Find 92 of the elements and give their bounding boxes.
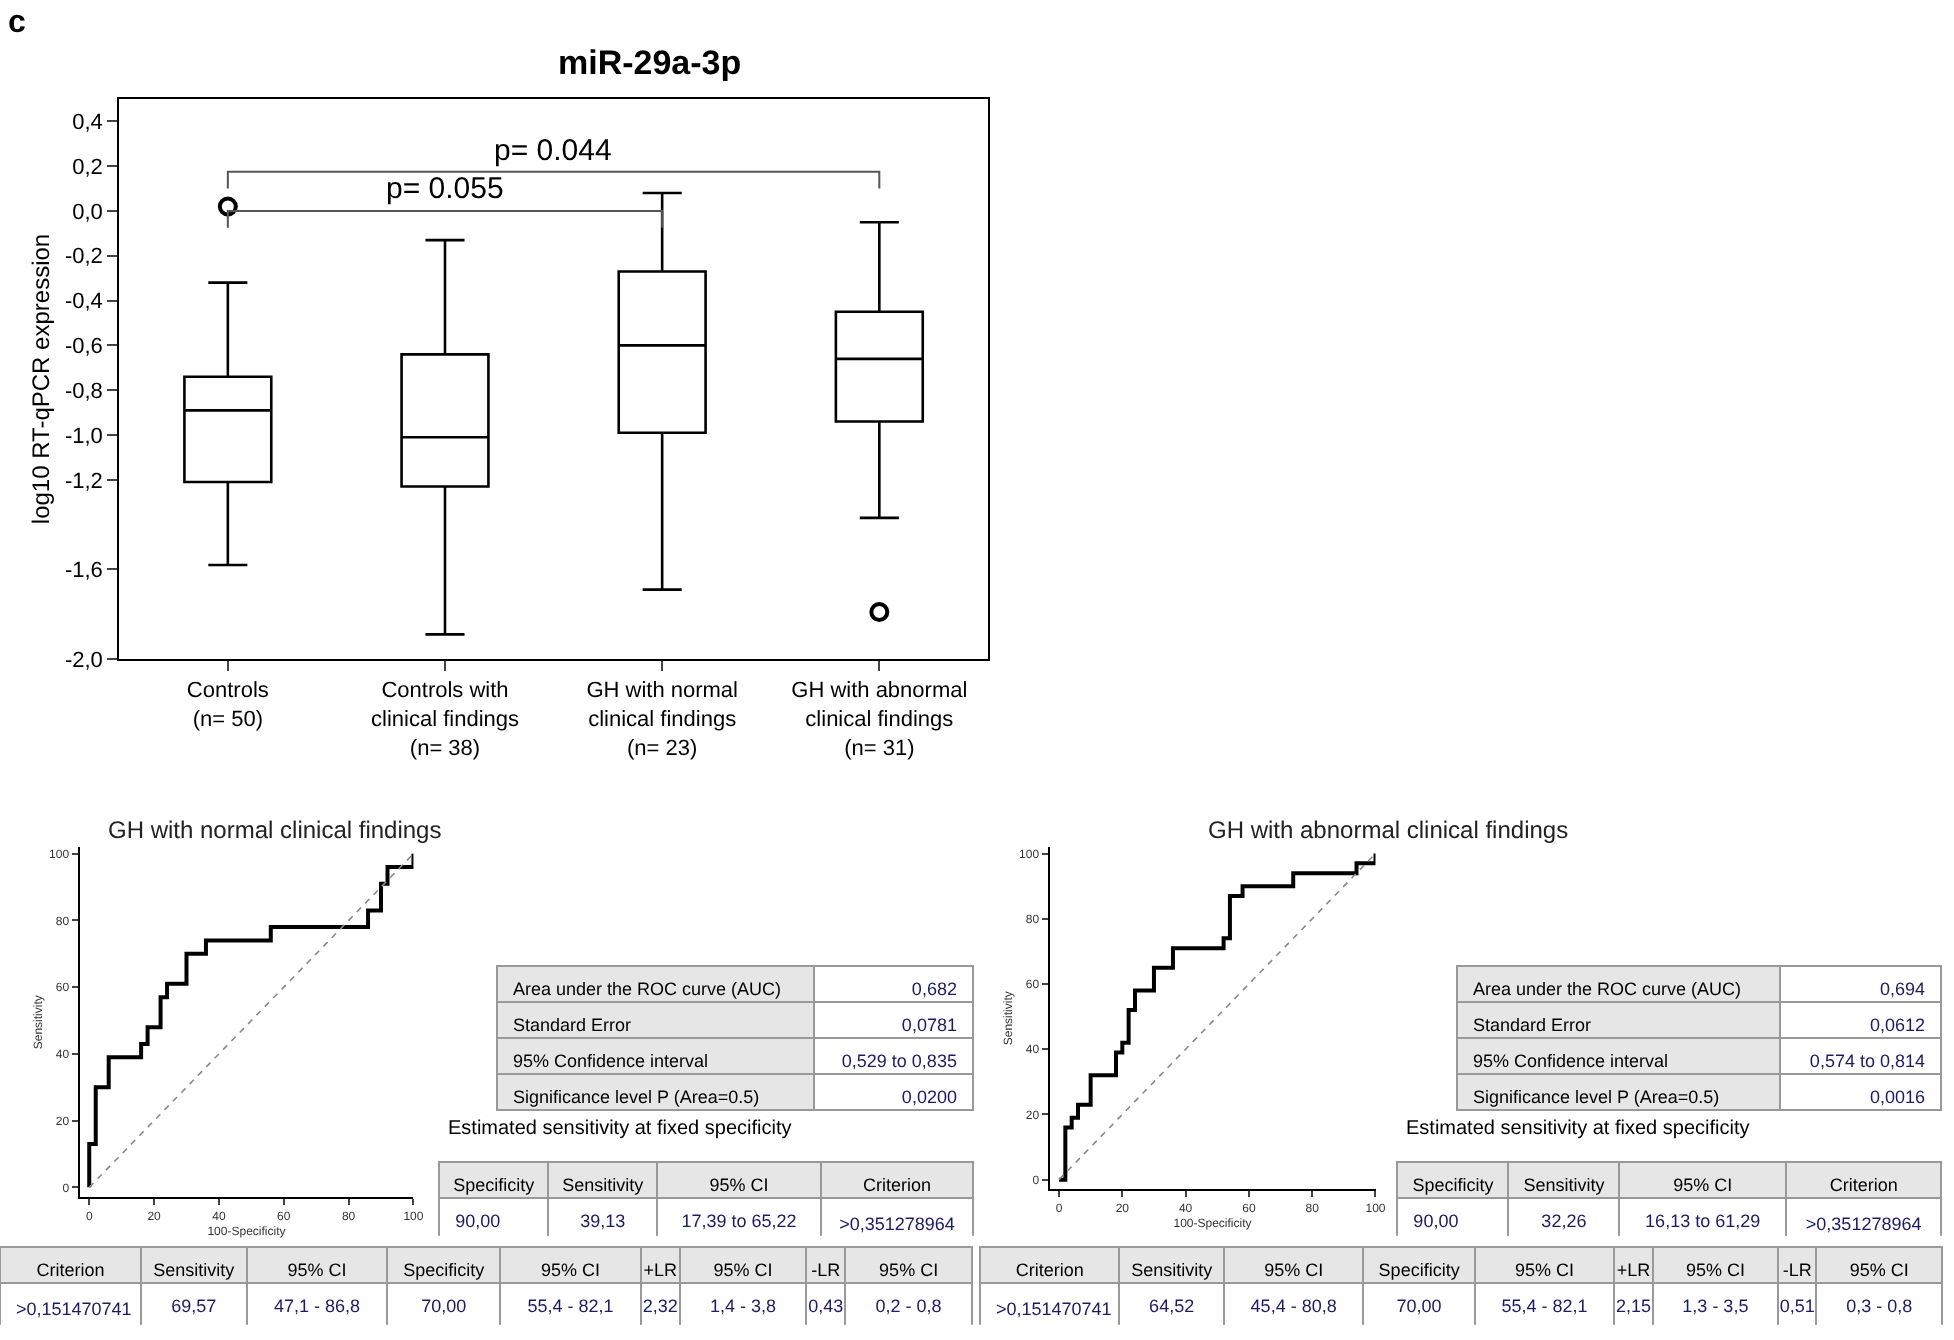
text: 64,52 — [1149, 1296, 1195, 1317]
text: -LR — [1782, 1260, 1812, 1281]
y-tick-label: -1,2 — [64, 469, 103, 494]
text: Specificity — [453, 1175, 535, 1196]
text: 70,00 — [421, 1296, 467, 1317]
text: 95% CI — [287, 1260, 347, 1281]
y-tick-label: -0,6 — [64, 335, 103, 360]
text: 0,51 — [1779, 1296, 1815, 1317]
text: Sensitivity — [562, 1175, 644, 1196]
text: 95% CI — [1515, 1260, 1575, 1281]
text: 0,0016 — [1869, 1087, 1925, 1108]
text: 95% Confidence interval — [512, 1051, 709, 1072]
text: 32,26 — [1541, 1211, 1587, 1232]
text: +LR — [1616, 1260, 1651, 1281]
text: Specificity — [1378, 1260, 1460, 1281]
text: 95% CI — [1264, 1260, 1324, 1281]
text: Sensitivity — [1131, 1260, 1213, 1281]
text: 55,4 - 82,1 — [527, 1296, 614, 1317]
y-tick-label: -0,8 — [64, 379, 103, 404]
text: 17,39 to 65,22 — [681, 1211, 797, 1232]
text: Sensitivity — [1523, 1175, 1605, 1196]
text: 16,13 to 61,29 — [1645, 1211, 1761, 1232]
text: 39,13 — [580, 1211, 626, 1232]
y-tick-label: 0,0 — [72, 200, 103, 225]
text: Estimated sensitivity at fixed specificity — [448, 1118, 792, 1140]
text: >0,151470741 — [995, 1298, 1112, 1319]
text: Criterion — [862, 1175, 932, 1196]
text: Standard Error — [1473, 1015, 1592, 1036]
text: c — [8, 6, 26, 40]
text: 95% CI — [879, 1260, 939, 1281]
text: 90,00 — [455, 1211, 501, 1232]
text: Specificity — [1412, 1175, 1494, 1196]
text: Significance level P (Area=0.5) — [512, 1087, 760, 1108]
text: >0,351278964 — [1805, 1213, 1922, 1234]
text: Criterion — [36, 1260, 105, 1281]
y-tick-label: -2,0 — [64, 648, 103, 673]
x-tick-label: Controls with clinical findings (n= 38) — [371, 679, 520, 761]
text: Sensitivity — [153, 1260, 235, 1281]
annotation: p= 0.044 — [494, 134, 612, 168]
text: 55,4 - 82,1 — [1501, 1296, 1588, 1317]
x-tick-label: GH with normal clinical findings (n= 23) — [586, 679, 738, 761]
text: 95% CI — [1685, 1260, 1745, 1281]
text: Area under the ROC curve (AUC) — [1473, 979, 1742, 1000]
text: 95% CI — [713, 1260, 773, 1281]
text: 0,43 — [808, 1296, 844, 1317]
y-axis-title: log10 RT-qPCR expression — [27, 233, 56, 525]
text: Specificity — [403, 1260, 485, 1281]
text: 95% CI — [709, 1175, 769, 1196]
text: Standard Error — [512, 1015, 631, 1036]
y-tick-label: -0,2 — [64, 245, 103, 270]
text: 47,1 - 86,8 — [273, 1296, 360, 1317]
text: 0,0200 — [901, 1087, 957, 1108]
text: 95% CI — [1673, 1175, 1733, 1196]
y-tick-label: 0,2 — [72, 155, 103, 180]
text: Significance level P (Area=0.5) — [1473, 1087, 1720, 1108]
text: +LR — [643, 1260, 678, 1281]
text: >0,151470741 — [16, 1298, 132, 1319]
text: 0,0781 — [901, 1015, 957, 1036]
text: 2,32 — [642, 1296, 678, 1317]
text: 0,694 — [1879, 979, 1925, 1000]
text: Criterion — [1829, 1175, 1898, 1196]
chart-title: GH with normal clinical findings — [108, 816, 442, 844]
x-tick-label: Controls (n= 50) — [186, 679, 270, 733]
text: Area under the ROC curve (AUC) — [512, 979, 782, 1000]
text: 70,00 — [1396, 1296, 1442, 1317]
text: 95% CI — [541, 1260, 601, 1281]
text: 0,682 — [911, 979, 957, 1000]
y-tick-label: -1,6 — [64, 559, 103, 584]
text: Estimated sensitivity at fixed specificity — [1406, 1118, 1750, 1140]
text: -LR — [811, 1260, 841, 1281]
y-tick-label: -1,0 — [64, 424, 103, 449]
text: 0,529 to 0,835 — [841, 1051, 957, 1072]
chart-title: miR-29a-3p — [558, 44, 742, 82]
text: 69,57 — [171, 1296, 217, 1317]
text: 0,2 - 0,8 — [875, 1296, 942, 1317]
text: 95% CI — [1849, 1260, 1909, 1281]
text: 45,4 - 80,8 — [1250, 1296, 1337, 1317]
chart-title: GH with abnormal clinical findings — [1208, 816, 1569, 844]
annotation: p= 0.055 — [386, 172, 504, 206]
text: 0,574 to 0,814 — [1809, 1051, 1925, 1072]
text: 0,0612 — [1869, 1015, 1925, 1036]
text: 95% Confidence interval — [1473, 1051, 1669, 1072]
y-tick-label: 0,4 — [72, 111, 103, 136]
y-tick-label: -0,4 — [64, 290, 103, 315]
text: >0,351278964 — [839, 1213, 955, 1234]
text: 1,3 - 3,5 — [1682, 1296, 1749, 1317]
x-tick-label: GH with abnormal clinical findings (n= 31) — [791, 679, 968, 761]
text: 1,4 - 3,8 — [710, 1296, 777, 1317]
text: 0,3 - 0,8 — [1846, 1296, 1913, 1317]
text: 90,00 — [1413, 1211, 1459, 1232]
text: 2,15 — [1615, 1296, 1652, 1317]
text: Criterion — [1015, 1260, 1084, 1281]
